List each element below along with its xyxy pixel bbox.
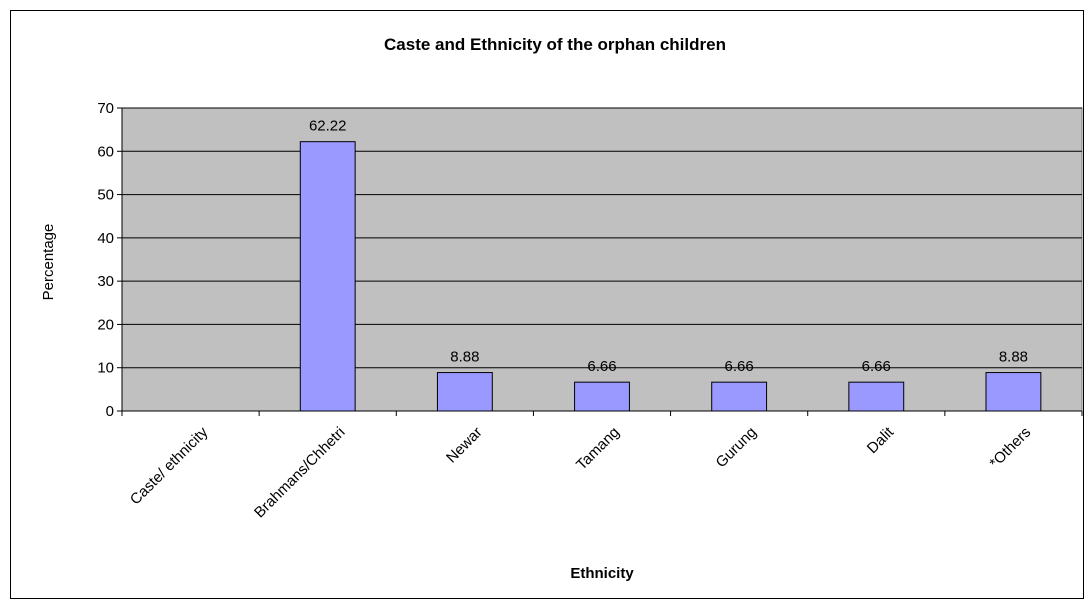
y-tick-label: 10	[97, 360, 114, 377]
data-labels: 62.22 8.88 6.66 6.66 6.66 8.88	[309, 118, 1028, 375]
data-label: 6.66	[587, 358, 616, 375]
y-tick-label: 60	[97, 143, 114, 160]
gridlines	[122, 107, 1082, 369]
data-label: 8.88	[450, 349, 479, 366]
bar	[436, 372, 493, 412]
x-tick-label: Caste/ ethnicity	[127, 423, 212, 508]
x-tick-label: Gurung	[713, 424, 760, 471]
x-tick-label: Dalit	[864, 423, 898, 457]
data-label: 62.22	[309, 118, 347, 135]
data-label: 6.66	[862, 358, 891, 375]
bar	[848, 381, 905, 412]
bar	[711, 381, 768, 412]
chart-title: Caste and Ethnicity of the orphan childr…	[384, 35, 726, 54]
plot-area	[121, 107, 1083, 412]
y-axis-title: Percentage	[40, 224, 57, 301]
x-tick-label: Brahmans/Chhetri	[251, 424, 349, 522]
bars	[299, 141, 1042, 412]
data-label: 6.66	[725, 358, 754, 375]
y-tick-label: 30	[97, 273, 114, 290]
x-ticks: Caste/ ethnicity Brahmans/Chhetri Newar Tam…	[121, 411, 1083, 522]
x-tick-label: *Others	[986, 424, 1034, 472]
bar	[299, 141, 356, 412]
bar	[574, 381, 630, 412]
x-axis-title: Ethnicity	[570, 565, 634, 582]
y-tick-label: 40	[97, 230, 114, 247]
x-tick-label: Tamang	[573, 424, 623, 474]
y-tick-label: 20	[97, 316, 114, 333]
y-ticks: 0 10 20 30 40 50 60 70	[97, 100, 122, 420]
y-tick-label: 50	[97, 187, 114, 204]
data-label: 8.88	[999, 349, 1028, 366]
y-tick-label: 70	[97, 100, 114, 117]
bar	[985, 372, 1042, 412]
y-tick-label: 0	[106, 403, 114, 420]
x-tick-label: Newar	[443, 424, 486, 467]
